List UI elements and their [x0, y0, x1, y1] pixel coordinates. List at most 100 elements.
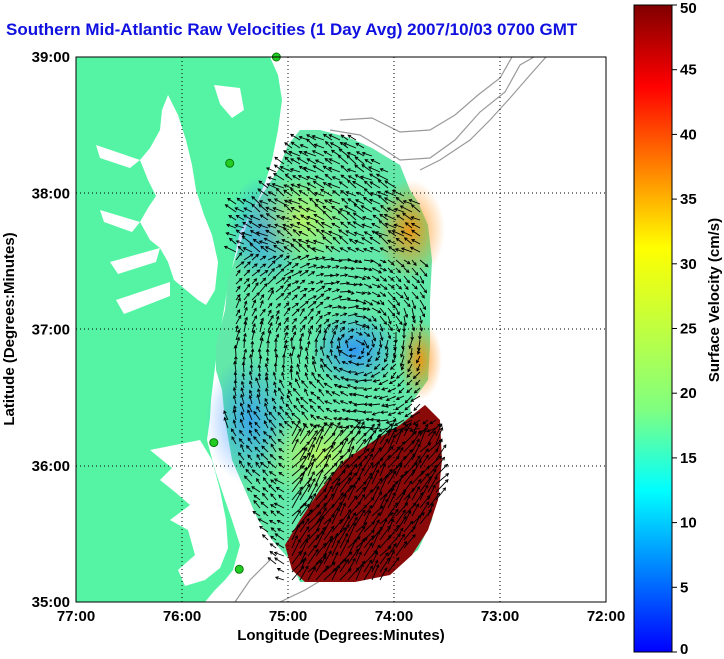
velocity-arrow: [347, 275, 358, 278]
velocity-arrow: [339, 181, 349, 189]
velocity-arrow: [275, 576, 285, 581]
velocity-arrow-head: [423, 428, 427, 433]
velocity-arrow: [307, 187, 317, 197]
velocity-arrow-head: [306, 182, 311, 186]
velocity-arrow-head: [337, 154, 342, 159]
velocity-arrow: [331, 552, 339, 565]
velocity-arrow: [265, 377, 269, 389]
velocity-arrow: [243, 301, 247, 309]
velocity-arrow: [291, 302, 299, 309]
velocity-arrow: [268, 176, 277, 181]
velocity-arrow-head: [354, 320, 359, 324]
velocity-arrow: [292, 175, 301, 181]
velocity-arrow: [315, 310, 321, 317]
velocity-arrow-head: [383, 321, 388, 325]
velocity-arrow-head: [346, 151, 351, 156]
velocity-arrow: [313, 180, 325, 189]
velocity-arrow-head: [405, 296, 409, 301]
velocity-arrow: [371, 447, 382, 461]
velocity-arrow: [307, 257, 319, 261]
velocity-arrow: [410, 395, 421, 402]
velocity-arrow-head: [363, 432, 367, 437]
velocity-arrow: [251, 254, 259, 261]
velocity-arrow-head: [300, 559, 305, 564]
velocity-arrow: [253, 411, 261, 421]
velocity-arrow-head: [252, 510, 257, 515]
velocity-arrow: [315, 469, 324, 485]
velocity-arrow-head: [260, 245, 264, 250]
velocity-arrow: [291, 465, 305, 477]
velocity-arrow: [243, 207, 253, 213]
velocity-arrow-head: [336, 507, 341, 512]
velocity-arrow: [339, 454, 354, 469]
velocity-arrow-head: [354, 516, 358, 521]
velocity-arrow-head: [377, 309, 382, 314]
velocity-arrow: [263, 511, 269, 517]
velocity-arrow: [321, 230, 333, 237]
velocity-arrow: [387, 543, 397, 557]
velocity-arrow-head: [354, 164, 358, 168]
velocity-arrow-head: [343, 493, 347, 498]
velocity-arrow-head: [354, 174, 359, 178]
velocity-arrow: [268, 435, 277, 445]
velocity-arrow: [267, 290, 274, 301]
velocity-arrow-head: [387, 412, 392, 416]
velocity-arrow-head: [433, 468, 437, 473]
velocity-arrow-head: [413, 407, 418, 412]
velocity-arrow: [395, 510, 406, 525]
velocity-arrow: [242, 373, 245, 381]
velocity-arrow-head: [245, 444, 250, 449]
velocity-arrow-head: [397, 269, 401, 274]
velocity-arrow: [235, 224, 245, 229]
velocity-arrow: [387, 207, 397, 213]
velocity-arrow-head: [260, 452, 265, 457]
velocity-arrow: [345, 340, 349, 349]
velocity-arrow-head: [293, 317, 297, 322]
velocity-arrow-head: [243, 214, 247, 218]
velocity-arrow: [320, 346, 325, 357]
velocity-arrow-head: [259, 214, 264, 218]
velocity-arrow-head: [402, 328, 406, 333]
velocity-arrow-head: [418, 459, 422, 463]
velocity-arrow: [355, 538, 365, 557]
velocity-arrow: [347, 446, 354, 461]
velocity-arrow: [387, 323, 393, 331]
velocity-arrow-head: [341, 360, 346, 365]
velocity-arrow-head: [355, 567, 360, 571]
velocity-arrow: [360, 176, 373, 181]
velocity-arrow: [355, 487, 366, 501]
velocity-arrow-head: [425, 454, 429, 459]
velocity-arrow-head: [376, 519, 380, 524]
velocity-arrow: [378, 234, 389, 245]
velocity-arrow-head: [404, 470, 408, 475]
velocity-arrow-head: [425, 472, 429, 477]
velocity-arrow-head: [340, 134, 345, 138]
velocity-arrow: [273, 372, 277, 381]
velocity-arrow: [387, 267, 393, 273]
velocity-arrow-head: [240, 411, 245, 416]
velocity-arrow-head: [408, 421, 412, 426]
velocity-arrow-head: [378, 381, 383, 386]
velocity-arrow-head: [335, 265, 340, 269]
velocity-arrow-head: [396, 524, 400, 529]
velocity-arrow-head: [226, 223, 231, 228]
velocity-arrow: [386, 395, 397, 401]
velocity-arrow-head: [345, 191, 350, 195]
velocity-arrow: [299, 293, 307, 301]
velocity-arrow-head: [354, 199, 359, 203]
velocity-arrow-head: [344, 417, 349, 421]
velocity-arrow: [371, 461, 380, 477]
velocity-arrow-head: [357, 420, 361, 425]
velocity-arrow: [419, 495, 431, 509]
velocity-arrow-head: [330, 471, 335, 476]
velocity-arrow-head: [385, 498, 389, 503]
velocity-arrow: [379, 299, 385, 306]
velocity-arrow: [273, 245, 285, 253]
velocity-arrow-head: [354, 259, 359, 264]
velocity-arrow-head: [394, 248, 399, 252]
velocity-arrow-head: [333, 383, 338, 388]
velocity-arrow-head: [306, 429, 311, 434]
velocity-arrow: [397, 411, 405, 415]
velocity-arrow: [297, 354, 301, 365]
velocity-arrow-head: [346, 211, 351, 216]
